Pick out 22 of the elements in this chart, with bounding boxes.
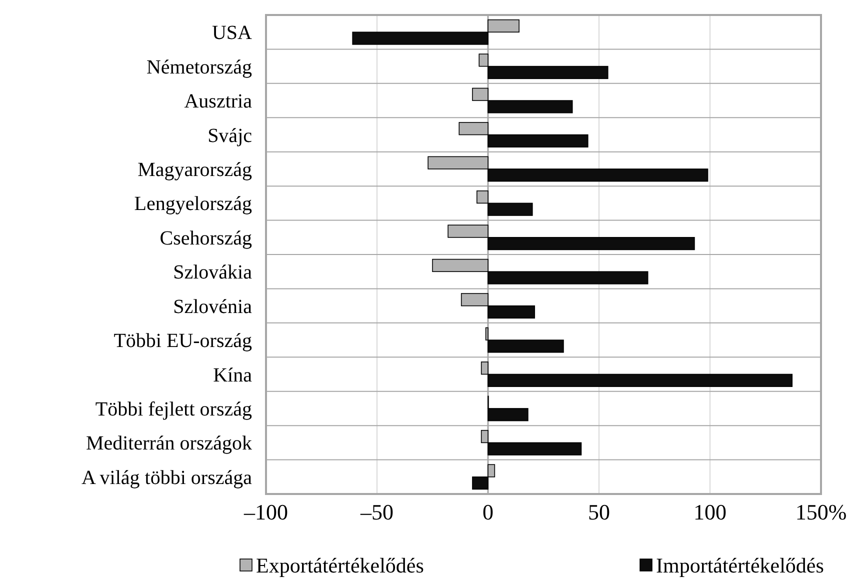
y-tick-label: Szlovákia [173,262,252,284]
legend-label: Importátértékelődés [656,553,824,578]
y-tick-label: A világ többi országa [81,466,252,489]
y-tick-label: Kína [213,364,252,386]
y-tick-label: Svájc [208,124,252,147]
y-tick-label: Ausztria [184,90,252,113]
x-tick-label: –100 [243,500,288,525]
y-tick-label: Németország [146,56,252,78]
y-tick-label: Lengyelország [134,193,252,216]
y-tick-label: Mediterrán országok [86,432,252,455]
x-tick-label: 150% [795,500,847,525]
y-tick-label: USA [212,22,253,44]
legend-label: Exportátértékelődés [256,553,424,578]
y-tick-label: Magyarország [138,158,252,181]
x-tick-label: 50 [588,500,610,525]
y-tick-label: Többi fejlett ország [95,398,252,420]
y-tick-label: Szlovénia [173,296,252,318]
x-tick-label: 100 [694,500,726,525]
y-tick-label: Többi EU-ország [114,330,252,352]
x-tick-label: –50 [360,500,394,525]
x-tick-label: 0 [482,500,494,525]
y-tick-label: Csehország [160,227,252,250]
